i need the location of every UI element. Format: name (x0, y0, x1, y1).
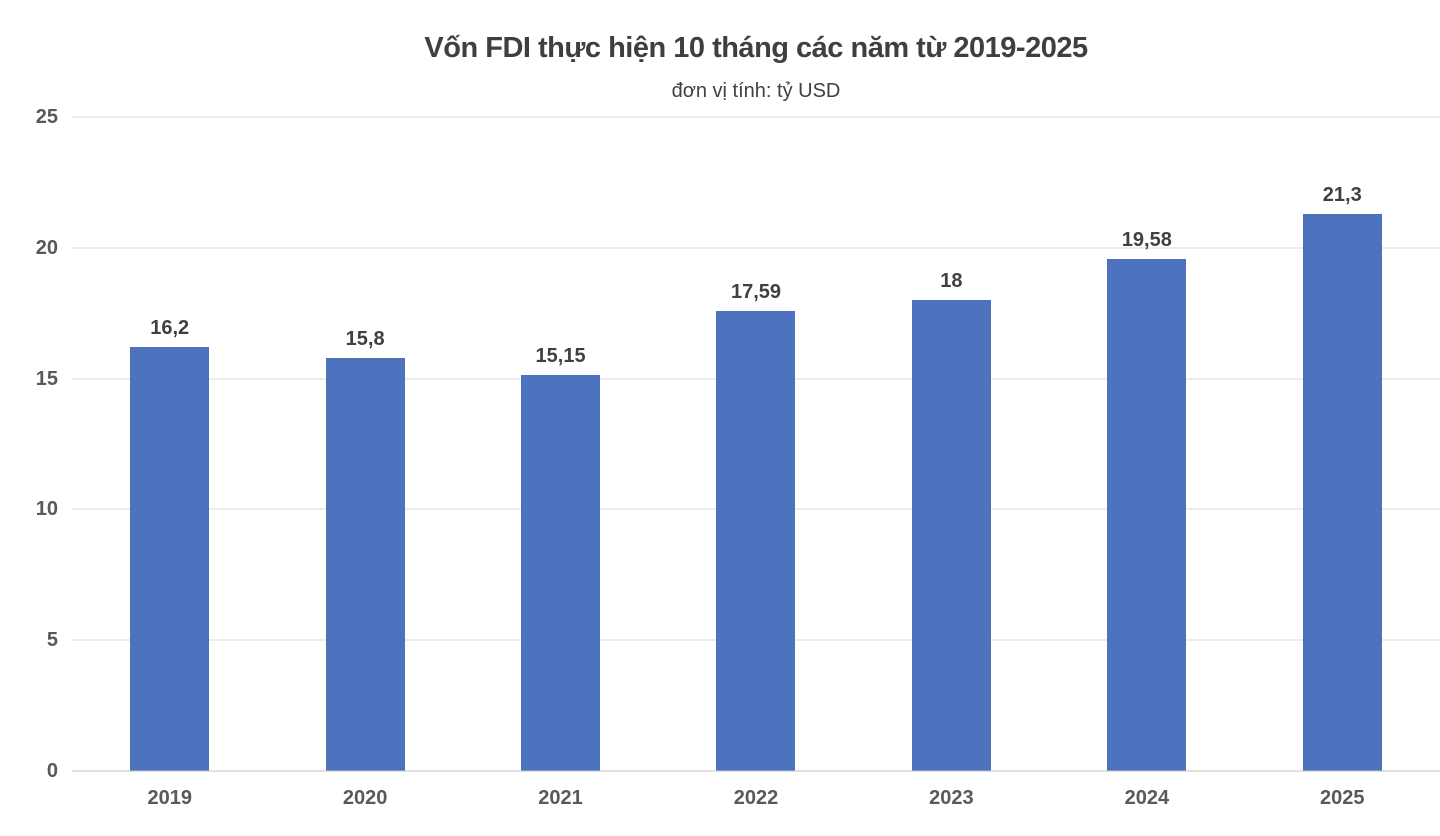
x-axis: 2019 2020 2021 2022 2023 2024 2025 (72, 782, 1440, 812)
bar (130, 347, 210, 771)
bar-value-label: 16,2 (150, 317, 190, 340)
gridline (72, 116, 1440, 118)
y-tick-label: 10 (35, 498, 58, 521)
bar (911, 300, 991, 771)
bar-group: 19,58 (1049, 117, 1244, 771)
bar-group: 16,2 (72, 117, 267, 771)
y-tick-label: 25 (35, 106, 58, 128)
bar-group: 18 (854, 117, 1049, 771)
y-tick-label: 15 (35, 367, 58, 390)
bar (325, 357, 405, 771)
bar (1107, 258, 1187, 771)
bar-group: 21,3 (1245, 117, 1440, 771)
x-axis-baseline (72, 770, 1440, 772)
x-tick-label: 2023 (929, 787, 974, 809)
bar (1302, 213, 1382, 771)
x-tick-label: 2019 (147, 787, 192, 809)
bar (716, 310, 796, 771)
plot-area: 16,2 15,8 15,15 17,59 18 19,58 21,3 (72, 116, 1440, 772)
x-tick-label: 2021 (538, 787, 583, 809)
bar-group: 15,8 (267, 117, 462, 771)
bar-value-label: 18 (940, 270, 963, 293)
y-tick-label: 0 (46, 760, 58, 782)
y-tick-label: 5 (46, 629, 58, 652)
x-tick-label: 2025 (1320, 787, 1365, 809)
bar-value-label: 19,58 (1121, 228, 1172, 251)
bar-value-label: 17,59 (730, 280, 782, 303)
bar-group: 17,59 (658, 117, 853, 771)
chart-subtitle: đơn vị tính: tỷ USD (671, 80, 841, 102)
bar-value-label: 15,8 (345, 327, 385, 350)
x-tick-label: 2022 (733, 787, 779, 809)
bar (521, 374, 601, 771)
x-tick-label: 2020 (342, 787, 388, 809)
x-tick-label: 2024 (1124, 787, 1170, 809)
bar-value-label: 21,3 (1322, 183, 1362, 206)
bar-group: 15,15 (463, 117, 658, 771)
y-axis: 0 5 10 15 20 25 (0, 107, 58, 781)
gridline (72, 247, 1440, 249)
bar-value-label: 15,15 (535, 344, 586, 367)
chart-title: Vốn FDI thực hiện 10 tháng các năm từ 20… (424, 32, 1088, 64)
y-tick-label: 20 (35, 236, 58, 259)
